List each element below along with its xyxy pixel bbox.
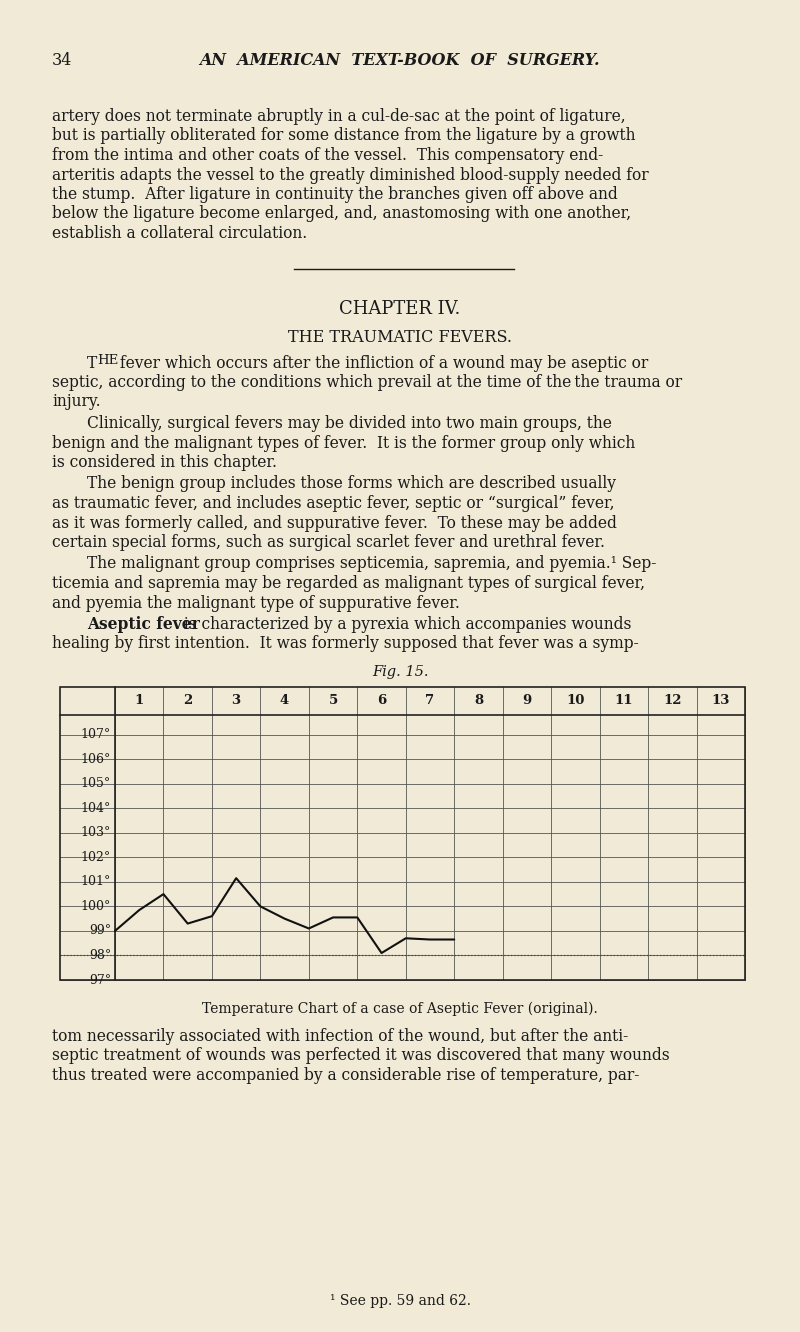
- Text: 10: 10: [566, 694, 585, 707]
- Text: below the ligature become enlarged, and, anastomosing with one another,: below the ligature become enlarged, and,…: [52, 205, 631, 222]
- Text: 6: 6: [377, 694, 386, 707]
- Text: 99°: 99°: [89, 924, 111, 938]
- Text: healing by first intention.  It was formerly supposed that fever was a symp-: healing by first intention. It was forme…: [52, 635, 638, 653]
- Text: septic, according to the conditions which prevail at the time of the the trauma : septic, according to the conditions whic…: [52, 374, 682, 392]
- Text: thus treated were accompanied by a considerable rise of temperature, par-: thus treated were accompanied by a consi…: [52, 1067, 639, 1084]
- Text: T: T: [87, 354, 98, 372]
- Text: Temperature Chart of a case of Aseptic Fever (original).: Temperature Chart of a case of Aseptic F…: [202, 1002, 598, 1016]
- Text: The malignant group comprises septicemia, sapremia, and pyemia.¹ Sep-: The malignant group comprises septicemia…: [87, 555, 656, 573]
- Text: 103°: 103°: [81, 826, 111, 839]
- Text: 34: 34: [52, 52, 72, 69]
- Text: CHAPTER IV.: CHAPTER IV.: [339, 301, 461, 318]
- Text: establish a collateral circulation.: establish a collateral circulation.: [52, 225, 307, 242]
- Text: 101°: 101°: [81, 875, 111, 888]
- Text: is characterized by a pyrexia which accompanies wounds: is characterized by a pyrexia which acco…: [179, 615, 631, 633]
- Text: ticemia and sapremia may be regarded as malignant types of surgical fever,: ticemia and sapremia may be regarded as …: [52, 575, 645, 591]
- Text: Fig. 15.: Fig. 15.: [372, 665, 428, 679]
- Text: as traumatic fever, and includes aseptic fever, septic or “surgical” fever,: as traumatic fever, and includes aseptic…: [52, 496, 614, 511]
- Text: arteritis adapts the vessel to the greatly diminished blood-supply needed for: arteritis adapts the vessel to the great…: [52, 166, 649, 184]
- Text: 107°: 107°: [81, 729, 111, 741]
- Text: 105°: 105°: [81, 777, 111, 790]
- Text: is considered in this chapter.: is considered in this chapter.: [52, 454, 277, 472]
- Text: but is partially obliterated for some distance from the ligature by a growth: but is partially obliterated for some di…: [52, 128, 635, 144]
- Text: HE: HE: [97, 354, 118, 368]
- Text: 8: 8: [474, 694, 483, 707]
- Text: septic treatment of wounds was perfected it was discovered that many wounds: septic treatment of wounds was perfected…: [52, 1047, 670, 1064]
- Text: injury.: injury.: [52, 393, 101, 410]
- Text: as it was formerly called, and suppurative fever.  To these may be added: as it was formerly called, and suppurati…: [52, 514, 617, 531]
- Text: THE TRAUMATIC FEVERS.: THE TRAUMATIC FEVERS.: [288, 329, 512, 345]
- Text: Clinically, surgical fevers may be divided into two main groups, the: Clinically, surgical fevers may be divid…: [87, 416, 612, 432]
- Text: 98°: 98°: [89, 948, 111, 962]
- Text: 1: 1: [134, 694, 144, 707]
- Text: 13: 13: [711, 694, 730, 707]
- Text: 9: 9: [522, 694, 531, 707]
- Text: 100°: 100°: [81, 900, 111, 912]
- Text: and pyemia the malignant type of suppurative fever.: and pyemia the malignant type of suppura…: [52, 594, 460, 611]
- Text: certain special forms, such as surgical scarlet fever and urethral fever.: certain special forms, such as surgical …: [52, 534, 605, 551]
- Text: 12: 12: [663, 694, 682, 707]
- Text: artery does not terminate abruptly in a cul-de-sac at the point of ligature,: artery does not terminate abruptly in a …: [52, 108, 626, 125]
- Text: fever which occurs after the infliction of a wound may be aseptic or: fever which occurs after the infliction …: [115, 354, 648, 372]
- Text: 104°: 104°: [81, 802, 111, 815]
- Text: 2: 2: [183, 694, 192, 707]
- Text: the stump.  After ligature in continuity the branches given off above and: the stump. After ligature in continuity …: [52, 186, 618, 202]
- Text: from the intima and other coats of the vessel.  This compensatory end-: from the intima and other coats of the v…: [52, 147, 603, 164]
- Text: tom necessarily associated with infection of the wound, but after the anti-: tom necessarily associated with infectio…: [52, 1028, 628, 1046]
- Text: 11: 11: [614, 694, 633, 707]
- Text: The benign group includes those forms which are described usually: The benign group includes those forms wh…: [87, 476, 616, 493]
- Text: AN  AMERICAN  TEXT-BOOK  OF  SURGERY.: AN AMERICAN TEXT-BOOK OF SURGERY.: [200, 52, 600, 69]
- Text: 102°: 102°: [81, 851, 111, 864]
- Text: 3: 3: [231, 694, 241, 707]
- Text: 97°: 97°: [89, 974, 111, 987]
- Text: 4: 4: [280, 694, 290, 707]
- Text: ¹ See pp. 59 and 62.: ¹ See pp. 59 and 62.: [330, 1293, 470, 1308]
- Text: benign and the malignant types of fever.  It is the former group only which: benign and the malignant types of fever.…: [52, 434, 635, 452]
- Text: 106°: 106°: [81, 753, 111, 766]
- Text: Aseptic fever: Aseptic fever: [87, 615, 200, 633]
- Text: 7: 7: [426, 694, 434, 707]
- Text: 5: 5: [329, 694, 338, 707]
